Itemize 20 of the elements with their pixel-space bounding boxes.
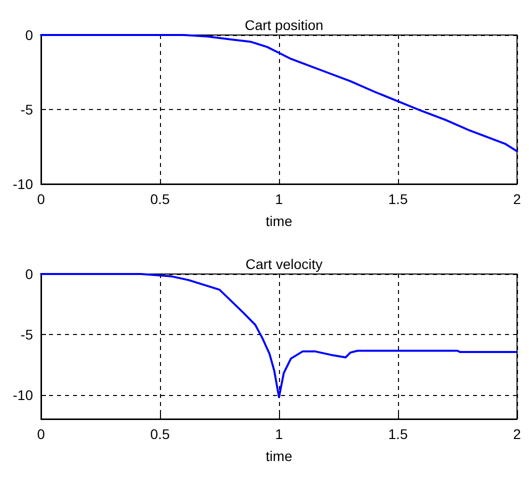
y-tick-label: -10 (12, 386, 34, 403)
x-axis-title: time (266, 448, 292, 464)
x-tick-label: 1 (275, 191, 284, 207)
y-tick-label: 0 (25, 266, 34, 282)
y-tick-label: -5 (20, 326, 34, 342)
x-tick-label: 1 (275, 426, 284, 442)
x-axis-title: time (266, 213, 292, 229)
x-tick-label: 1.5 (388, 191, 408, 207)
chart-title: Cart position (244, 17, 324, 33)
x-tick-label: 1.5 (388, 426, 408, 442)
x-tick-label: 0 (37, 191, 46, 207)
x-tick-label: 0 (37, 426, 46, 442)
x-tick-label: 0.5 (150, 426, 170, 442)
y-tick-label: -10 (12, 176, 34, 192)
x-tick-label: 2 (513, 191, 522, 207)
x-tick-label: 0.5 (150, 191, 170, 207)
y-tick-label: -5 (20, 102, 34, 118)
chart-title: Cart velocity (245, 256, 323, 272)
x-tick-label: 2 (513, 426, 522, 442)
y-tick-label: 0 (25, 27, 34, 43)
